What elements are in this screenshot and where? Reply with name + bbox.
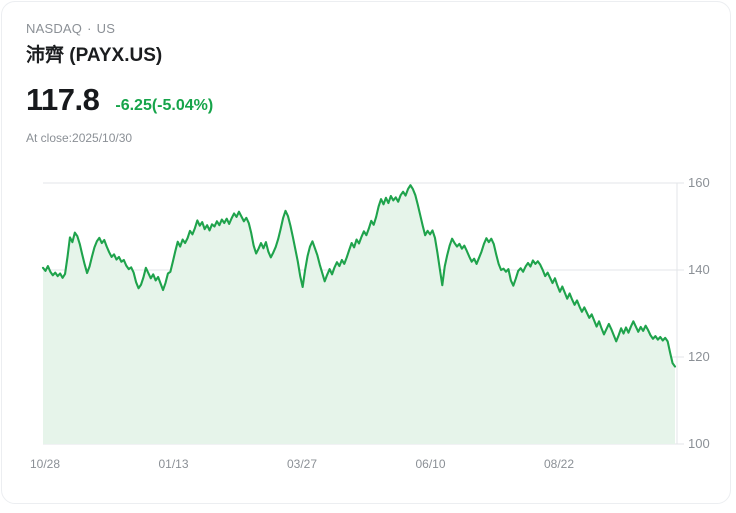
page-title: 沛齊 (PAYX.US) — [26, 45, 163, 66]
region-label: US — [96, 21, 116, 36]
y-axis-tick-label: 160 — [688, 175, 710, 190]
y-axis-tick-label: 100 — [688, 436, 710, 451]
quote-header: NASDAQ · US 沛齊 (PAYX.US) 117.8 -6.25(-5.04… — [26, 20, 666, 146]
y-axis-tick-label: 120 — [688, 349, 710, 364]
quote-card: NASDAQ · US 沛齊 (PAYX.US) 117.8 -6.25(-5.04… — [1, 1, 731, 504]
close-status: At close:2025/10/30 — [26, 131, 133, 145]
price-change: -6.25(-5.04%) — [115, 97, 214, 114]
x-axis-tick-label: 01/13 — [158, 457, 189, 471]
x-axis-tick-label: 06/10 — [415, 457, 446, 471]
exchange-label: NASDAQ — [26, 21, 83, 36]
price-chart-svg[interactable] — [2, 162, 732, 482]
x-axis-tick-label: 10/28 — [29, 457, 61, 471]
x-axis-tick-label: 08/22 — [543, 457, 575, 471]
separator-dot: · — [87, 21, 92, 36]
last-price: 117.8 — [26, 82, 100, 117]
exchange-region: NASDAQ · US — [26, 20, 666, 38]
y-axis-tick-label: 140 — [688, 262, 710, 277]
x-axis-tick-label: 03/27 — [286, 457, 318, 471]
price-row: 117.8 -6.25(-5.04%) — [26, 83, 666, 117]
price-chart[interactable]: 160 140 120 100 10/28 01/13 03/27 06/10 08/22 — [2, 162, 732, 482]
